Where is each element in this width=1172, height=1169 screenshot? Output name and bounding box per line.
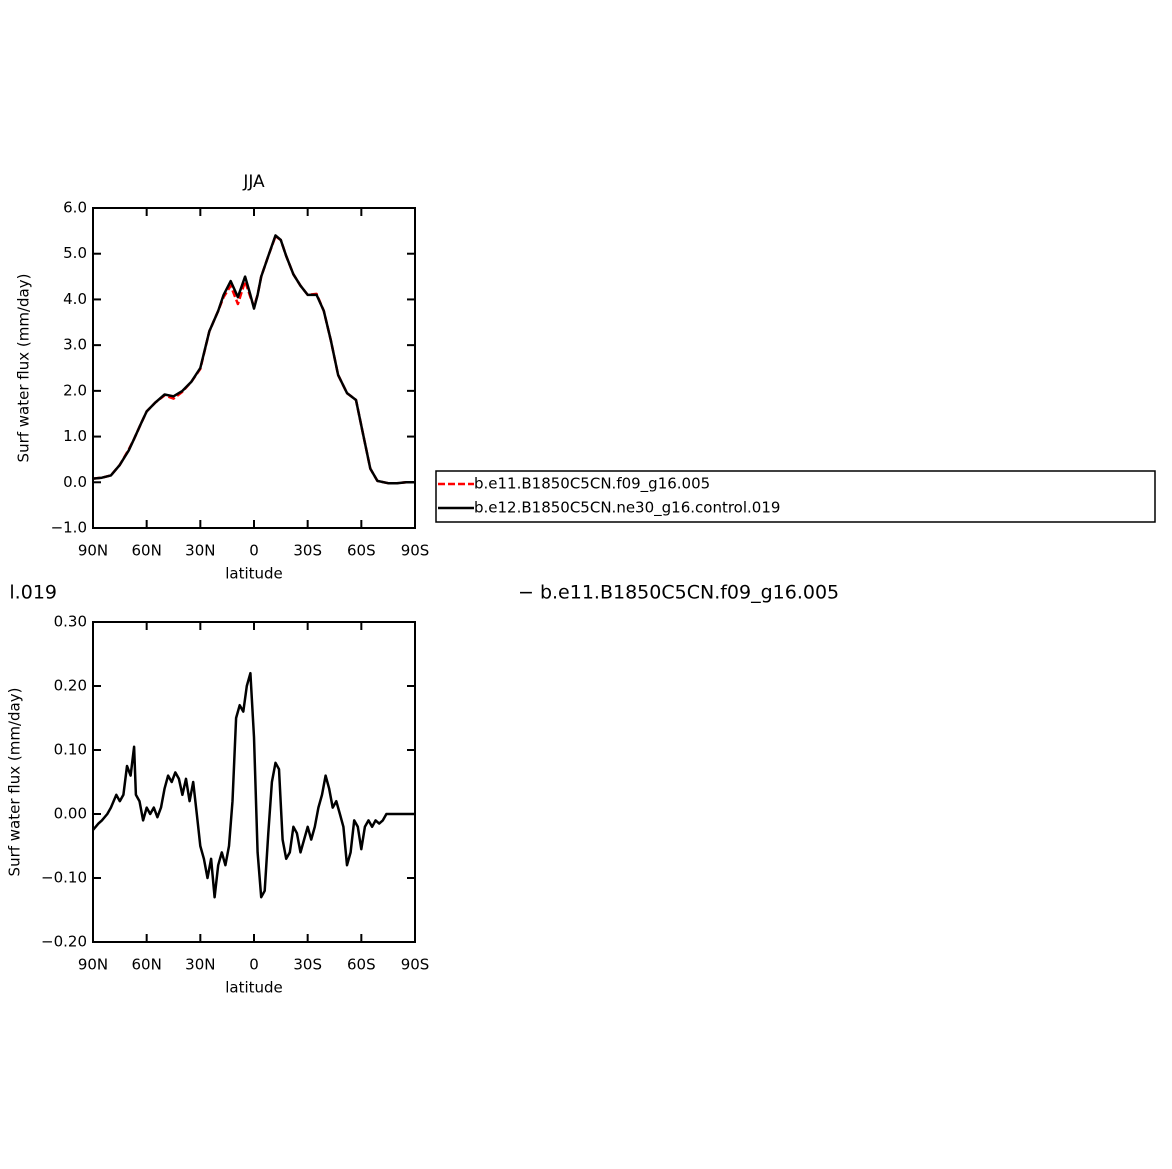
x-tick-label: 90N	[78, 956, 108, 974]
x-tick-label: 30S	[293, 542, 322, 560]
y-tick-label: −0.10	[41, 869, 87, 887]
y-tick-label: 1.0	[63, 427, 87, 445]
plot-frame	[92, 621, 416, 943]
legend-label: b.e11.B1850C5CN.f09_g16.005	[474, 475, 710, 494]
y-axis-label: Surf water flux (mm/day)	[6, 688, 24, 877]
x-tick-label: 90S	[401, 542, 430, 560]
y-tick-label: 2.0	[63, 381, 87, 399]
x-tick-label: 0	[249, 542, 259, 560]
x-tick-label: 30N	[185, 956, 215, 974]
y-tick-label: 0.00	[54, 805, 87, 823]
annotation: − b.e11.B1850C5CN.f09_g16.005	[518, 582, 839, 604]
y-tick-label: 3.0	[63, 336, 87, 354]
y-tick-label: 0.30	[54, 613, 87, 631]
chart-title: JJA	[242, 172, 265, 192]
y-tick-label: 0.10	[54, 741, 87, 759]
x-tick-label: 0	[249, 956, 259, 974]
plot-frame	[92, 207, 416, 529]
y-axis-label: Surf water flux (mm/day)	[15, 274, 33, 463]
x-tick-label: 90S	[401, 956, 430, 974]
data-line	[92, 234, 415, 485]
legend-box	[435, 470, 1156, 523]
y-tick-label: 4.0	[63, 290, 87, 308]
y-tick-label: 0.0	[63, 473, 87, 491]
x-tick-label: 60N	[132, 542, 162, 560]
y-tick-label: 6.0	[63, 199, 87, 217]
x-tick-label: 30S	[293, 956, 322, 974]
y-tick-label: 0.20	[54, 677, 87, 695]
x-axis-label: latitude	[225, 565, 283, 583]
y-tick-label: 5.0	[63, 244, 87, 262]
x-tick-label: 60N	[132, 956, 162, 974]
x-tick-label: 60S	[347, 542, 376, 560]
x-axis-label: latitude	[225, 979, 283, 997]
annotation: l.019	[9, 582, 57, 604]
x-tick-label: 30N	[185, 542, 215, 560]
x-tick-label: 90N	[78, 542, 108, 560]
y-tick-label: −1.0	[51, 519, 87, 537]
x-tick-label: 60S	[347, 956, 376, 974]
data-line	[92, 671, 415, 899]
y-tick-label: −0.20	[41, 933, 87, 951]
legend-label: b.e12.B1850C5CN.ne30_g16.control.019	[474, 499, 780, 518]
